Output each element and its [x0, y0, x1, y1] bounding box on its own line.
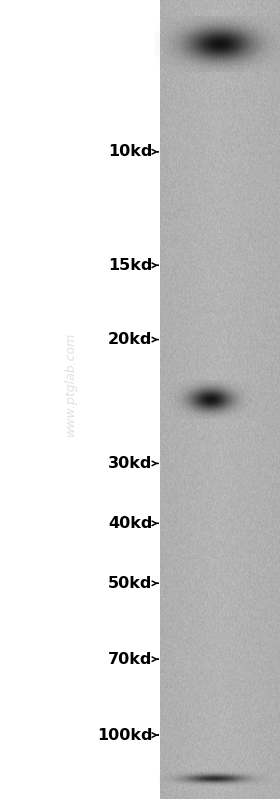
Text: 10kd: 10kd — [108, 145, 153, 159]
Text: www.ptglab.com: www.ptglab.com — [64, 332, 76, 435]
Text: 100kd: 100kd — [97, 728, 153, 742]
Text: 70kd: 70kd — [108, 652, 153, 666]
Text: 15kd: 15kd — [108, 258, 153, 272]
Text: 50kd: 50kd — [108, 576, 153, 590]
Text: 30kd: 30kd — [108, 456, 153, 471]
Text: 20kd: 20kd — [108, 332, 153, 347]
Text: 40kd: 40kd — [108, 516, 153, 531]
